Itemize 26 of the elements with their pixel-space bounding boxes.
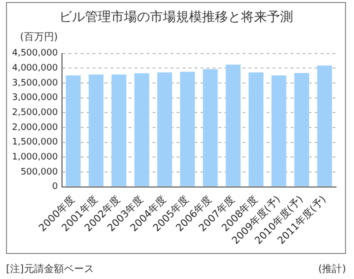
y-tick-label: 4,000,000: [12, 64, 58, 74]
bar: [271, 75, 286, 186]
y-axis-title: (百万円): [20, 31, 58, 44]
bar: [180, 72, 195, 186]
bar: [157, 72, 172, 186]
y-tick-label: 4,500,000: [12, 48, 58, 59]
y-tick-label: 2,000,000: [12, 122, 58, 133]
y-tick-label: 3,000,000: [12, 93, 58, 104]
y-tick-label: 500,000: [20, 167, 58, 178]
y-tick-label: 1,500,000: [12, 138, 58, 148]
bar: [202, 69, 218, 186]
y-tick-label: 1,000,000: [12, 152, 58, 162]
y-tick-label: 0: [52, 182, 58, 192]
bar: [88, 74, 104, 186]
y-tick-label: 3,500,000: [12, 78, 58, 88]
bar: [248, 72, 264, 186]
chart-title: ビル管理市場の市場規模推移と将来予測: [58, 9, 294, 26]
bar: [226, 64, 241, 186]
bar: [294, 72, 310, 186]
bar: [134, 73, 150, 186]
y-tick-label: 2,500,000: [12, 108, 58, 118]
bar: [317, 66, 332, 186]
bar: [66, 75, 81, 186]
bar: [112, 74, 126, 186]
text: [注]元請金額ベース: [6, 262, 94, 276]
text: (推計): [318, 262, 346, 276]
